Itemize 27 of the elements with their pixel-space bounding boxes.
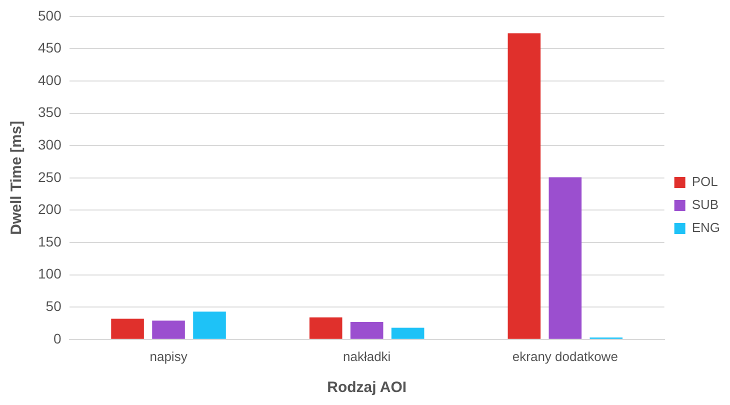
bar — [391, 328, 424, 339]
bar — [309, 317, 342, 339]
bar — [350, 322, 384, 339]
bar — [152, 320, 185, 339]
y-axis-title: Dwell Time [ms] — [8, 120, 26, 235]
y-tick-label: 400 — [38, 72, 62, 88]
y-tick-label: 200 — [38, 201, 62, 218]
bar — [548, 177, 582, 339]
y-tick-label: 300 — [38, 136, 62, 152]
x-tick-label: napisy — [150, 348, 188, 364]
y-tick-label: 100 — [38, 266, 62, 282]
x-axis-title: Rodzaj AOI — [327, 379, 407, 396]
y-tick-label: 150 — [38, 233, 62, 250]
bar — [508, 33, 541, 339]
y-tick-label: 500 — [38, 7, 62, 24]
bar — [111, 318, 144, 339]
x-tick-label: nakładki — [342, 348, 391, 364]
y-tick-label: 50 — [46, 298, 62, 314]
y-tick-label: 250 — [38, 168, 62, 185]
legend-label: POL — [692, 174, 718, 190]
legend-label: ENG — [692, 220, 720, 236]
y-tick-label: 0 — [54, 330, 62, 346]
bar — [193, 312, 226, 339]
legend-label: SUB — [692, 197, 719, 212]
x-tick-label: ekrany dodatkowe — [512, 348, 618, 364]
y-tick-label: 350 — [38, 104, 62, 120]
y-tick-label: 450 — [38, 40, 62, 56]
